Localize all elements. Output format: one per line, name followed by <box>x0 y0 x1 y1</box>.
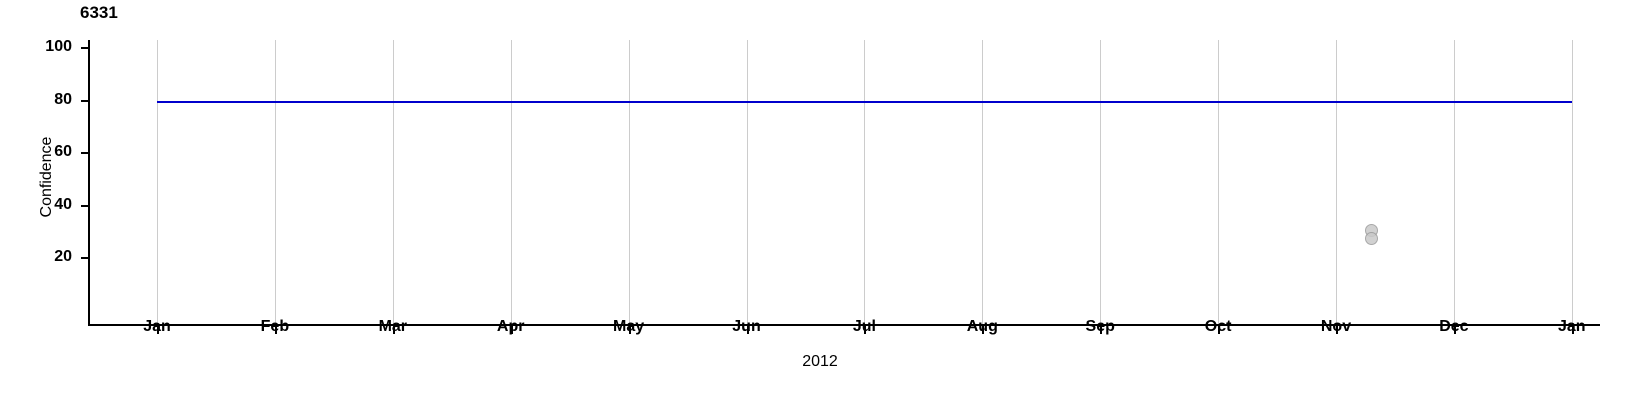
y-tick-label-60: 60 <box>54 143 72 160</box>
x-tick-mark-6 <box>864 326 867 334</box>
x-tick-mark-5 <box>746 326 749 334</box>
x-tick-mark-7 <box>982 326 985 334</box>
x-tick-mark-0 <box>157 326 159 334</box>
x-tick-mark-4 <box>628 326 631 334</box>
gridline-jan-12 <box>1571 40 1573 324</box>
gridline-nov-10 <box>1336 40 1337 324</box>
gridline-dec-11 <box>1453 40 1455 324</box>
data-point-marker-1 <box>1364 231 1378 245</box>
gridline-sep-8 <box>1100 40 1102 324</box>
series-line-threshold-line <box>157 100 1572 103</box>
y-axis-title: Confidence <box>38 136 55 218</box>
gridline-apr-3 <box>510 40 512 324</box>
x-tick-label-12: Jan <box>1558 318 1586 335</box>
x-tick-label-8: Sep <box>1085 318 1115 335</box>
x-tick-label-3: Apr <box>496 318 525 335</box>
x-tick-label-2: Mar <box>378 318 408 335</box>
y-tick-label-20: 20 <box>54 248 72 265</box>
y-tick-label-100: 100 <box>45 38 72 55</box>
x-tick-label-10: Nov <box>1320 318 1352 335</box>
x-tick-mark-10 <box>1336 326 1338 334</box>
x-tick-label-5: Jun <box>732 318 761 335</box>
x-tick-mark-12 <box>1571 326 1574 334</box>
y-tick-label-40: 40 <box>54 195 72 213</box>
x-tick-mark-2 <box>392 326 395 334</box>
gridline-jul-6 <box>864 40 866 324</box>
gridline-jun-5 <box>746 40 748 324</box>
x-axis-line <box>88 324 1600 326</box>
x-tick-label-4: May <box>613 318 645 335</box>
gridline-jan-0 <box>157 40 158 324</box>
gridline-mar-2 <box>392 40 394 324</box>
y-tick-mark-20 <box>81 257 89 259</box>
x-tick-label-11: Dec <box>1439 318 1469 335</box>
y-tick-mark-40 <box>81 204 89 207</box>
x-tick-mark-9 <box>1218 326 1221 334</box>
x-tick-mark-11 <box>1453 326 1456 334</box>
y-tick-label-80: 80 <box>54 90 72 108</box>
x-tick-mark-8 <box>1100 326 1103 334</box>
gridline-may-4 <box>628 40 630 324</box>
gridline-oct-9 <box>1218 40 1220 324</box>
gridline-aug-7 <box>982 40 984 324</box>
x-tick-mark-3 <box>510 326 513 334</box>
y-tick-mark-80 <box>81 99 89 102</box>
y-axis-line <box>88 40 90 326</box>
x-axis-title: 2012 <box>802 353 838 370</box>
x-tick-label-6: Jul <box>852 318 876 335</box>
x-tick-label-1: Feb <box>260 318 290 335</box>
x-tick-label-9: Oct <box>1204 318 1232 335</box>
y-tick-mark-100 <box>81 47 89 49</box>
chart-title: 6331 <box>80 3 118 22</box>
x-tick-label-0: Jan <box>143 318 171 335</box>
gridline-feb-1 <box>274 40 276 324</box>
x-tick-label-7: Aug <box>966 318 998 335</box>
x-tick-mark-1 <box>274 326 277 334</box>
y-tick-mark-60 <box>81 152 89 154</box>
